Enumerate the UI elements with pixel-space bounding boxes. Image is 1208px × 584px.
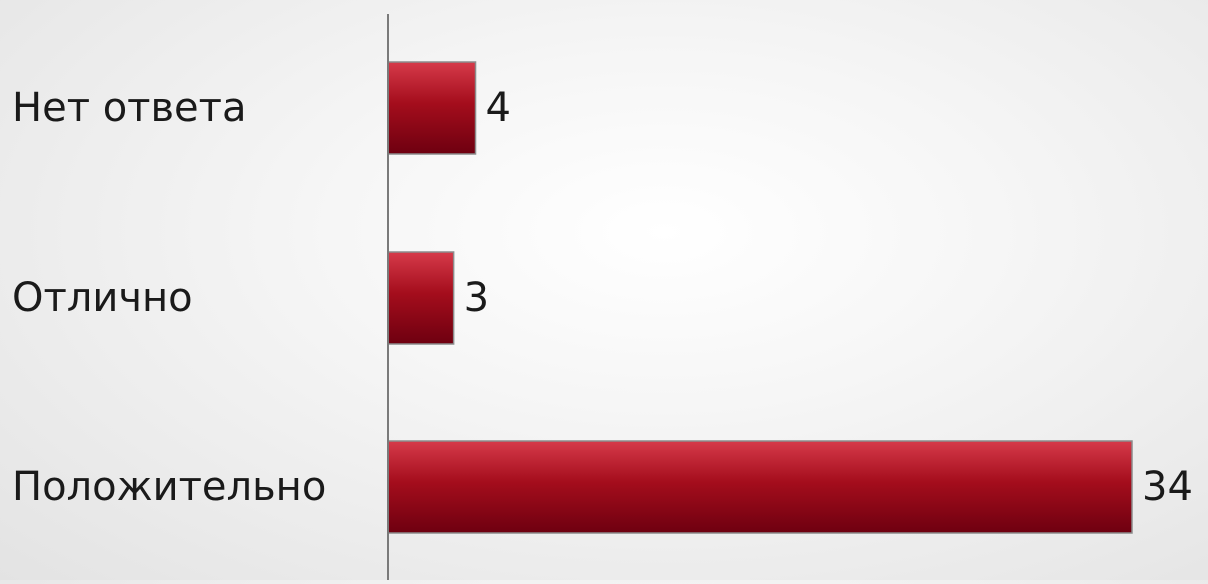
category-label-0: Нет ответа: [12, 85, 246, 131]
bar-2: [387, 440, 1133, 534]
category-label-2: Положительно: [12, 464, 326, 510]
bars-layer: [387, 61, 1133, 534]
category-label-1: Отлично: [12, 275, 193, 321]
value-label-1: 3: [464, 275, 489, 321]
value-label-0: 4: [486, 85, 511, 131]
bar-1: [387, 251, 455, 345]
bar-0: [387, 61, 477, 155]
value-label-2: 34: [1142, 464, 1193, 510]
labels-layer: Нет ответа 4 Отлично 3 Положительно 34: [12, 85, 1193, 510]
